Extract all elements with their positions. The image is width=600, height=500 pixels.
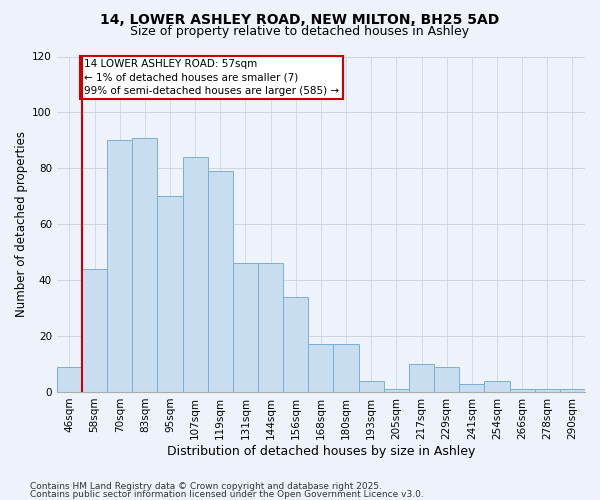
Bar: [409, 364, 434, 392]
Bar: [535, 389, 560, 392]
Bar: [107, 140, 132, 392]
Bar: [57, 367, 82, 392]
Text: 14, LOWER ASHLEY ROAD, NEW MILTON, BH25 5AD: 14, LOWER ASHLEY ROAD, NEW MILTON, BH25 …: [100, 12, 500, 26]
Text: 14 LOWER ASHLEY ROAD: 57sqm
← 1% of detached houses are smaller (7)
99% of semi-: 14 LOWER ASHLEY ROAD: 57sqm ← 1% of deta…: [84, 60, 339, 96]
Text: Contains HM Land Registry data © Crown copyright and database right 2025.: Contains HM Land Registry data © Crown c…: [30, 482, 382, 491]
Bar: [334, 344, 359, 392]
X-axis label: Distribution of detached houses by size in Ashley: Distribution of detached houses by size …: [167, 444, 475, 458]
Bar: [459, 384, 484, 392]
Text: Contains public sector information licensed under the Open Government Licence v3: Contains public sector information licen…: [30, 490, 424, 499]
Bar: [359, 381, 384, 392]
Bar: [132, 138, 157, 392]
Bar: [157, 196, 182, 392]
Bar: [283, 297, 308, 392]
Text: Size of property relative to detached houses in Ashley: Size of property relative to detached ho…: [130, 25, 470, 38]
Bar: [182, 157, 208, 392]
Bar: [484, 381, 509, 392]
Bar: [233, 264, 258, 392]
Y-axis label: Number of detached properties: Number of detached properties: [15, 131, 28, 317]
Bar: [560, 389, 585, 392]
Bar: [509, 389, 535, 392]
Bar: [258, 264, 283, 392]
Bar: [308, 344, 334, 392]
Bar: [82, 269, 107, 392]
Bar: [434, 367, 459, 392]
Bar: [384, 389, 409, 392]
Bar: [208, 171, 233, 392]
